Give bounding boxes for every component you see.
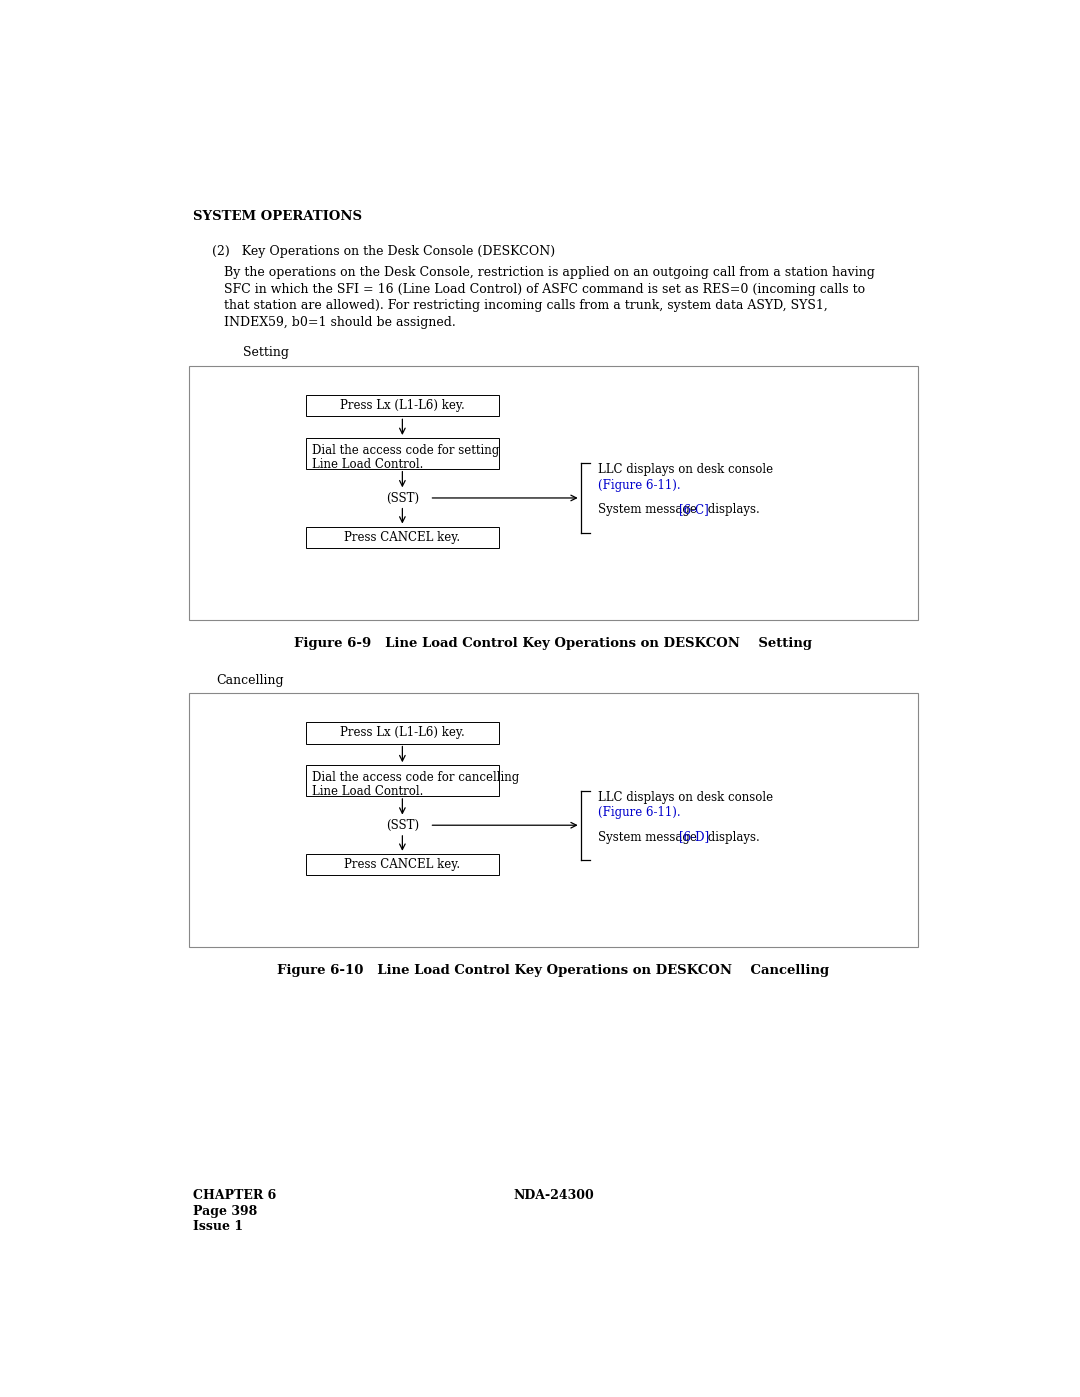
Text: displays.: displays.	[704, 831, 760, 844]
Text: Figure 6-10   Line Load Control Key Operations on DESKCON    Cancelling: Figure 6-10 Line Load Control Key Operat…	[278, 964, 829, 977]
Text: (Figure 6-11).: (Figure 6-11).	[597, 479, 680, 492]
Text: displays.: displays.	[704, 503, 760, 517]
Text: Dial the access code for cancelling: Dial the access code for cancelling	[312, 771, 519, 784]
Text: By the operations on the Desk Console, restriction is applied on an outgoing cal: By the operations on the Desk Console, r…	[225, 267, 875, 279]
Text: Press CANCEL key.: Press CANCEL key.	[345, 531, 460, 543]
Text: Line Load Control.: Line Load Control.	[312, 458, 423, 471]
Text: Press Lx (L1-L6) key.: Press Lx (L1-L6) key.	[340, 400, 464, 412]
Text: SFC in which the SFI = 16 (Line Load Control) of ASFC command is set as RES=0 (i: SFC in which the SFI = 16 (Line Load Con…	[225, 282, 865, 296]
Bar	[306, 437, 499, 469]
Text: (Figure 6-11).: (Figure 6-11).	[597, 806, 680, 819]
Text: CHAPTER 6: CHAPTER 6	[193, 1189, 276, 1203]
Text: Press CANCEL key.: Press CANCEL key.	[345, 858, 460, 872]
Text: System message: System message	[597, 503, 700, 517]
Text: Press Lx (L1-L6) key.: Press Lx (L1-L6) key.	[340, 726, 464, 739]
Bar	[189, 693, 918, 947]
Text: Page 398: Page 398	[193, 1204, 257, 1218]
Text: SYSTEM OPERATIONS: SYSTEM OPERATIONS	[193, 210, 362, 224]
Bar	[306, 855, 499, 876]
Text: (SST): (SST)	[386, 819, 419, 831]
Text: Issue 1: Issue 1	[193, 1220, 243, 1234]
Bar	[306, 527, 499, 548]
Text: [6-C]: [6-C]	[679, 503, 708, 517]
Text: Line Load Control.: Line Load Control.	[312, 785, 423, 798]
Text: (SST): (SST)	[386, 492, 419, 504]
Text: that station are allowed). For restricting incoming calls from a trunk, system d: that station are allowed). For restricti…	[225, 299, 828, 313]
Text: LLC displays on desk console: LLC displays on desk console	[597, 464, 773, 476]
Text: Figure 6-9   Line Load Control Key Operations on DESKCON    Setting: Figure 6-9 Line Load Control Key Operati…	[295, 637, 812, 650]
Text: System message: System message	[597, 831, 700, 844]
Text: Cancelling: Cancelling	[216, 673, 284, 686]
Bar	[306, 395, 499, 416]
Text: INDEX59, b0=1 should be assigned.: INDEX59, b0=1 should be assigned.	[225, 316, 456, 328]
Bar	[189, 366, 918, 620]
Text: Setting: Setting	[243, 346, 289, 359]
Bar	[306, 766, 499, 796]
Text: LLC displays on desk console: LLC displays on desk console	[597, 791, 773, 803]
Text: (2)   Key Operations on the Desk Console (DESKCON): (2) Key Operations on the Desk Console (…	[213, 244, 555, 257]
Text: [6-D]: [6-D]	[679, 831, 710, 844]
Text: Dial the access code for setting: Dial the access code for setting	[312, 444, 499, 457]
Bar	[306, 722, 499, 743]
Text: NDA-24300: NDA-24300	[513, 1189, 594, 1203]
